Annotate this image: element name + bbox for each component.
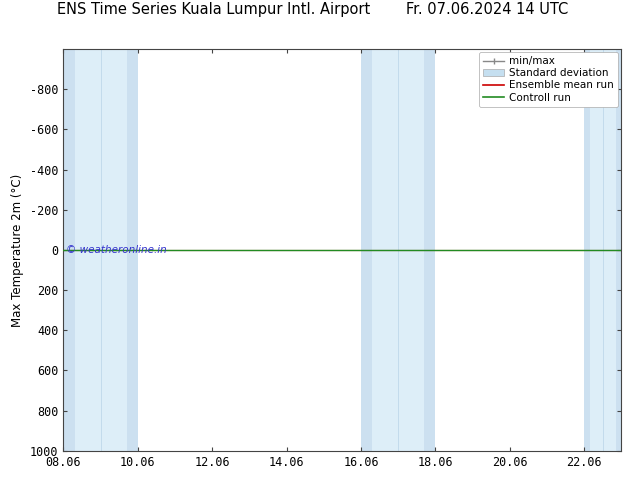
Text: ENS Time Series Kuala Lumpur Intl. Airport: ENS Time Series Kuala Lumpur Intl. Airpo… <box>58 2 371 17</box>
Text: Fr. 07.06.2024 14 UTC: Fr. 07.06.2024 14 UTC <box>406 2 569 17</box>
Text: © weatheronline.in: © weatheronline.in <box>66 245 167 255</box>
Bar <box>75 49 127 451</box>
Y-axis label: Max Temperature 2m (°C): Max Temperature 2m (°C) <box>11 173 25 326</box>
Bar <box>590 49 616 451</box>
Bar <box>63 49 138 451</box>
Legend: min/max, Standard deviation, Ensemble mean run, Controll run: min/max, Standard deviation, Ensemble me… <box>479 52 618 107</box>
Bar <box>372 49 424 451</box>
Bar <box>584 49 621 451</box>
Bar <box>361 49 436 451</box>
